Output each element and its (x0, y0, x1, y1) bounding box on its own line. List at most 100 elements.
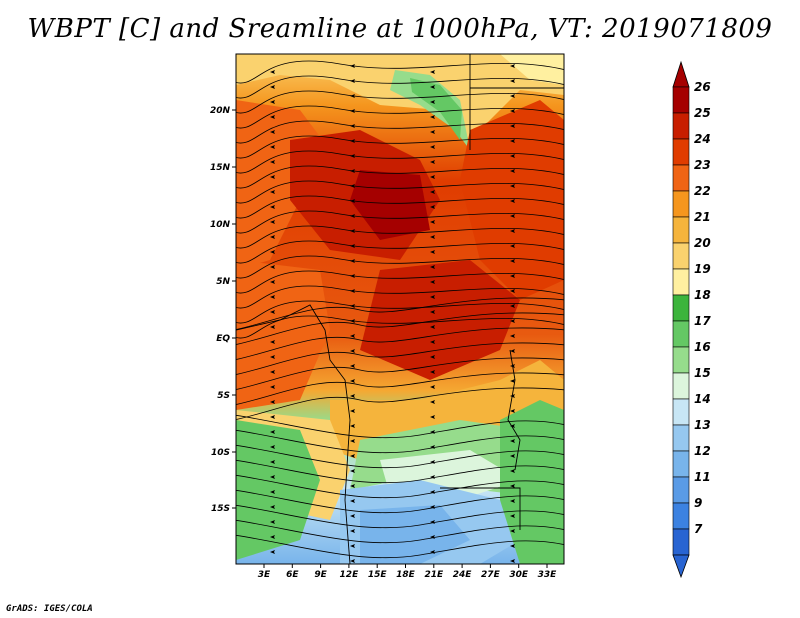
streamline (236, 105, 564, 129)
streamline (236, 414, 564, 439)
map-frame (235, 53, 565, 565)
streamline-arrow (510, 109, 515, 113)
streamline-arrow (510, 319, 515, 323)
lat-label: 15N (210, 163, 231, 173)
lat-label: EQ (216, 334, 230, 344)
colorbar-segment (672, 216, 690, 244)
streamline-arrow (430, 355, 435, 359)
streamline-arrow (270, 85, 275, 89)
streamline (236, 534, 564, 559)
streamline-arrow (350, 259, 355, 263)
coastline (236, 54, 564, 564)
streamline-arrow (270, 505, 275, 509)
streamline-arrow (430, 400, 435, 404)
streamline-arrow (270, 400, 275, 404)
colorbar-label: 26 (694, 80, 711, 94)
streamline-arrow (430, 280, 435, 284)
streamline-arrow (270, 310, 275, 314)
streamline-arrow (350, 94, 355, 98)
streamline-arrow (270, 415, 275, 419)
colorbar-segment (672, 372, 690, 400)
colorbar-segment (672, 450, 690, 478)
streamline-arrow (350, 244, 355, 248)
lon-label: 27E (481, 570, 501, 580)
streamline-arrow (510, 424, 515, 428)
streamline-arrow (270, 250, 275, 254)
colorbar: 26 25 24 23 22 21 20 19 18 17 16 15 14 13 12 11 9 7 (672, 60, 711, 579)
streamline-arrow (270, 295, 275, 299)
lon-label: 12E (340, 570, 360, 580)
streamline-arrow (430, 340, 435, 344)
streamline-arrow (430, 115, 435, 119)
streamline-arrow (430, 190, 435, 194)
chart-title: WBPT [C] and Sreamline at 1000hPa, VT: 2… (27, 14, 773, 44)
colorbar-segment (672, 528, 690, 556)
streamline-arrow (350, 124, 355, 128)
streamline (236, 240, 564, 264)
streamline (236, 489, 564, 514)
streamline-arrow (270, 325, 275, 329)
streamline-arrow (270, 265, 275, 269)
colorbar-label: 24 (694, 132, 711, 146)
streamline-arrow (350, 514, 355, 518)
streamline-arrow (430, 310, 435, 314)
streamline-arrow (430, 85, 435, 89)
streamline-arrow (510, 379, 515, 383)
streamline (236, 297, 564, 330)
streamline-arrow (510, 214, 515, 218)
colorbar-segment (672, 242, 690, 270)
streamline-arrow (270, 115, 275, 119)
colorbar-label: 15 (694, 366, 711, 380)
streamline-arrow (430, 100, 435, 104)
streamline-arrow (430, 160, 435, 164)
streamline-arrow (270, 100, 275, 104)
streamline (236, 255, 564, 279)
lon-label: 9E (314, 570, 327, 580)
streamline-arrow (350, 364, 355, 368)
colorbar-segment (672, 190, 690, 218)
streamline-arrow (510, 79, 515, 83)
streamline (236, 225, 564, 249)
lat-label: 5N (216, 277, 230, 287)
colorbar-segment (672, 112, 690, 140)
colorbar-label: 7 (694, 522, 703, 536)
streamline (236, 285, 564, 309)
colorbar-label: 22 (694, 184, 711, 198)
colorbar-label: 18 (694, 288, 711, 302)
lon-label: 24E (453, 570, 473, 580)
streamline (236, 150, 564, 174)
streamline-arrow (510, 244, 515, 248)
streamline-arrow (350, 484, 355, 488)
streamline (236, 327, 564, 360)
streamline-arrow (350, 529, 355, 533)
streamline (236, 135, 564, 159)
streamline (236, 372, 564, 405)
streamline-arrow (270, 235, 275, 239)
streamline-arrow (510, 334, 515, 338)
lat-label: 20N (210, 106, 231, 116)
streamline-arrow (430, 385, 435, 389)
streamline-arrow (510, 349, 515, 353)
streamline (236, 342, 564, 375)
streamline-arrow (350, 454, 355, 458)
streamline-arrow (350, 334, 355, 338)
colorbar-segment (672, 320, 690, 348)
streamline-arrow (350, 169, 355, 173)
streamline-arrow (510, 169, 515, 173)
colorbar-label: 9 (694, 496, 702, 510)
streamline-arrow (430, 295, 435, 299)
lat-label: 10S (211, 448, 230, 458)
streamline (236, 387, 564, 420)
streamline-arrow (510, 139, 515, 143)
streamline-arrow (350, 349, 355, 353)
streamline-arrow (270, 205, 275, 209)
streamline (236, 429, 564, 454)
streamline (236, 120, 564, 144)
streamline-arrow (510, 454, 515, 458)
streamline-arrow (270, 220, 275, 224)
streamline-arrow (430, 250, 435, 254)
streamline-arrow (510, 559, 515, 563)
streamline-arrow (270, 355, 275, 359)
streamline-arrow (510, 484, 515, 488)
streamline-arrow (510, 289, 515, 293)
